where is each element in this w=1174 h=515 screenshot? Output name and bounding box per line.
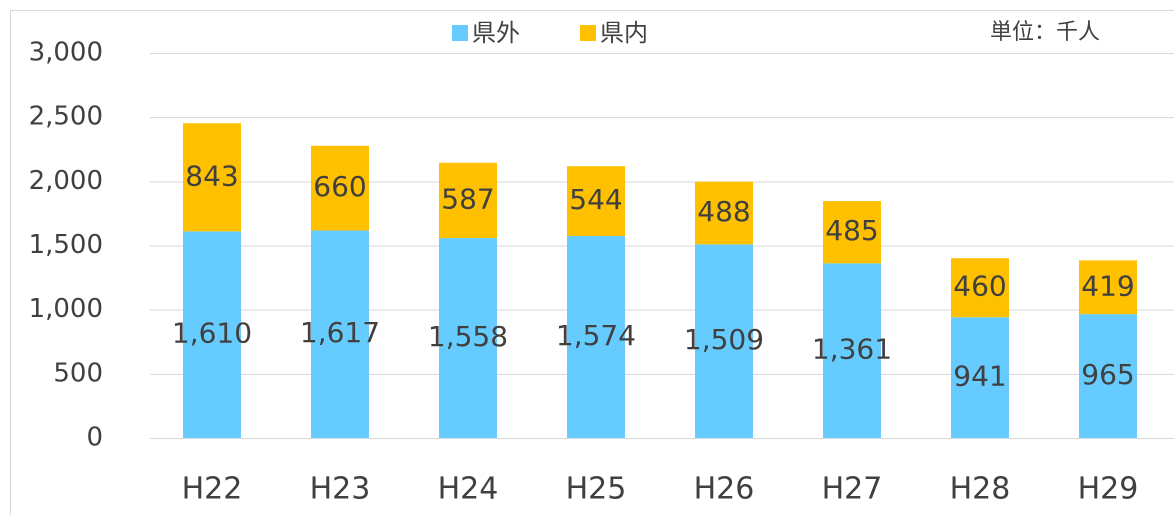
value-label: 587 [441,182,494,215]
legend-swatch [452,25,468,41]
unit-annotation: 単位：千人 [990,20,1100,45]
bar-segment [439,162,497,239]
bar-segment [183,123,241,232]
value-label: 419 [1081,269,1134,302]
bar-segment [1079,260,1137,315]
y-tick-label: 500 [53,358,103,388]
bar-segment [951,258,1009,318]
x-tick-label: H23 [310,472,371,507]
bar-segment [567,236,625,438]
value-label: 1,558 [428,320,508,353]
bar-segment [183,231,241,438]
legend-label: 県外 [472,19,520,47]
value-label: 1,617 [300,316,380,349]
y-tick-label: 3,000 [29,38,103,68]
legend-swatch [580,25,596,41]
y-tick-label: 2,000 [29,166,103,196]
value-label: 843 [185,159,238,192]
bar-segment [439,238,497,438]
value-label: 1,574 [556,319,636,352]
x-tick-label: H25 [566,472,627,507]
value-label: 1,509 [684,323,764,356]
y-tick-label: 0 [86,423,103,453]
value-label: 485 [825,214,878,247]
bar-segment [695,181,753,245]
x-tick-label: H24 [438,472,499,507]
legend-label: 県内 [600,19,648,47]
value-label: 965 [1081,358,1134,391]
x-tick-label: H27 [822,472,883,507]
value-label: 460 [953,270,1006,303]
bar-segment [695,244,753,438]
bar-segment [951,317,1009,438]
x-tick-label: H26 [694,472,755,507]
bar-segment [1079,314,1137,438]
bar-segment [823,263,881,438]
value-label: 660 [313,170,366,203]
x-tick-label: H28 [950,472,1011,507]
value-label: 544 [569,183,622,216]
value-label: 941 [953,360,1006,393]
bar-segment [311,145,369,231]
bar-segment [823,201,881,264]
bar-segment [311,230,369,438]
x-tick-label: H22 [182,472,243,507]
value-label: 488 [697,195,750,228]
y-tick-label: 2,500 [29,102,103,132]
y-tick-label: 1,000 [29,294,103,324]
chart-frame [10,10,1174,515]
y-tick-label: 1,500 [29,230,103,260]
x-tick-label: H29 [1078,472,1139,507]
value-label: 1,610 [172,317,252,350]
bar-segment [567,166,625,237]
value-label: 1,361 [812,333,892,366]
